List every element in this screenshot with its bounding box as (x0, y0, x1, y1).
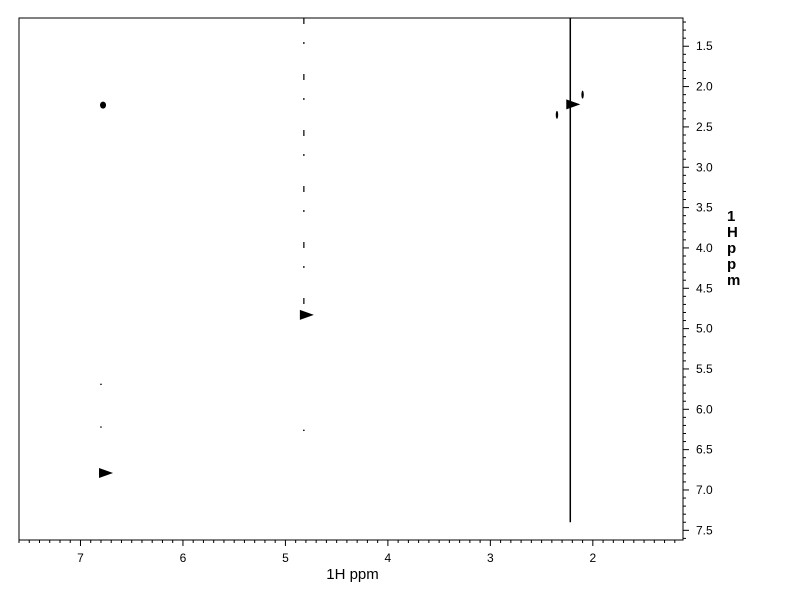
y-axis-label: 1H ppm (727, 208, 742, 289)
y-tick-label: 7.0 (696, 483, 713, 497)
contour-peak (100, 426, 102, 428)
contour-peak (100, 101, 107, 109)
contour-peak (566, 99, 581, 110)
x-tick-label: 7 (77, 551, 84, 565)
y-tick-label: 2.0 (696, 80, 713, 94)
contour-peak (99, 468, 114, 479)
x-tick-label: 3 (487, 551, 494, 565)
contour-peak (299, 309, 314, 320)
contour-peak (303, 429, 305, 432)
y-tick-label: 1.5 (696, 39, 713, 53)
x-tick-label: 4 (385, 551, 392, 565)
y-tick-label: 3.5 (696, 201, 713, 215)
x-tick-label: 5 (282, 551, 289, 565)
x-axis-label: 1H ppm (326, 566, 379, 583)
y-tick-label: 4.5 (696, 281, 713, 295)
y-tick-label: 3.0 (696, 160, 713, 174)
t1-ridges (303, 18, 572, 523)
y-axis: 1.5 2.0 2.5 3.0 3.5 4.0 4.5 5.0 5.5 6.0 6.5 7.0 7.5 (683, 21, 713, 539)
x-axis: 7 6 5 4 3 2 (18, 540, 676, 565)
y-tick-label: 7.5 (696, 523, 713, 537)
y-tick-label: 6.5 (696, 443, 713, 457)
cross-peaks (99, 90, 584, 479)
contour-peak (555, 110, 559, 119)
y-tick-label: 5.0 (696, 322, 713, 336)
plot-frame (18, 17, 684, 541)
x-tick-label: 6 (180, 551, 187, 565)
y-tick-label: 6.0 (696, 402, 713, 416)
contour-peak (100, 383, 102, 386)
y-tick-label: 5.5 (696, 362, 713, 376)
contour-peak (581, 90, 584, 99)
x-tick-label: 2 (589, 551, 596, 565)
y-tick-label: 2.5 (696, 120, 713, 134)
y-tick-label: 4.0 (696, 241, 713, 255)
